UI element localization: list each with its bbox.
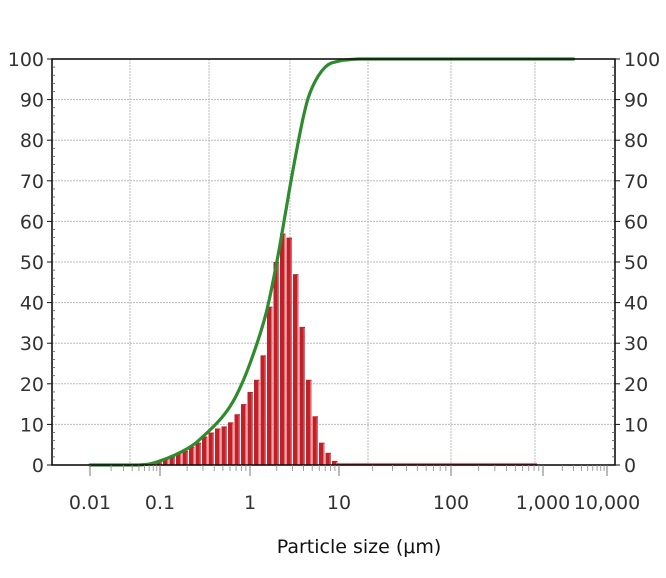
histogram-bar: [260, 355, 266, 465]
histogram-bar: [293, 274, 299, 465]
y-left-tick-label: 10: [20, 414, 44, 436]
histogram-bar: [280, 233, 286, 465]
y-left-tick-label: 80: [20, 130, 44, 152]
y-right-tick-label: 100: [624, 49, 660, 71]
y-right-tick-label: 30: [624, 333, 648, 355]
histogram-bar: [267, 306, 273, 465]
y-left-tick-label: 0: [32, 455, 44, 477]
y-left-tick-label: 70: [20, 171, 44, 193]
x-tick-label: 10,000: [574, 492, 640, 514]
histogram-bar: [176, 452, 182, 465]
gridlines: [52, 59, 615, 465]
y-left-tick-label: 20: [20, 374, 44, 396]
y-right-tick-label: 20: [624, 374, 648, 396]
y-right-tick-label: 40: [624, 293, 648, 315]
histogram-bars: [150, 233, 338, 465]
x-tick-label: 100: [433, 492, 469, 514]
y-right-tick-label: 0: [624, 455, 636, 477]
histogram-bar: [156, 460, 162, 465]
y-left-tick-label: 100: [8, 49, 44, 71]
x-tick-label: 0.01: [69, 492, 111, 514]
x-axis-ticks: 0.01 0.1 1 10 100 1,000 10,000: [69, 465, 640, 514]
histogram-bar: [221, 426, 227, 465]
histogram-bar: [169, 456, 175, 465]
histogram-bar: [332, 460, 338, 465]
x-tick-label: 10: [327, 492, 351, 514]
x-tick-label: 0.1: [145, 492, 175, 514]
y-left-tick-label: 50: [20, 252, 44, 274]
histogram-bar: [325, 452, 331, 465]
histogram-bar: [286, 237, 292, 465]
y-right-tick-label: 80: [624, 130, 648, 152]
y-right-tick-label: 70: [624, 171, 648, 193]
y-right-tick-label: 50: [624, 252, 648, 274]
y-left-tick-label: 60: [20, 211, 44, 233]
histogram-bar: [202, 436, 208, 465]
histogram-bar: [208, 432, 214, 465]
histogram-bar: [306, 379, 312, 465]
x-axis-title: Particle size (μm): [277, 536, 442, 558]
y-axis-ticks: 0 0 10 10 20 20 30 30 40 40 50 50 60 60 70 70 80 80 90 90 10…: [8, 49, 661, 477]
histogram-bar: [228, 422, 234, 465]
histogram-bar: [195, 442, 201, 465]
y-right-tick-label: 90: [624, 90, 648, 112]
y-right-tick-label: 60: [624, 211, 648, 233]
y-right-tick-label: 10: [624, 414, 648, 436]
histogram-bar: [241, 404, 247, 465]
histogram-bar: [273, 262, 279, 465]
histogram-bar: [234, 414, 240, 465]
y-left-tick-label: 90: [20, 90, 44, 112]
histogram-bar: [319, 442, 325, 465]
histogram-bar: [254, 379, 260, 465]
histogram-bar: [182, 450, 188, 465]
histogram-bar: [299, 326, 305, 465]
y-left-tick-label: 30: [20, 333, 44, 355]
y-left-tick-label: 40: [20, 293, 44, 315]
histogram-bar: [312, 416, 318, 465]
histogram-bar: [189, 446, 195, 465]
x-tick-label: 1,000: [516, 492, 570, 514]
histogram-bar: [247, 391, 253, 465]
histogram-bar: [215, 428, 221, 465]
histogram-bar: [163, 458, 169, 465]
x-tick-label: 1: [244, 492, 256, 514]
